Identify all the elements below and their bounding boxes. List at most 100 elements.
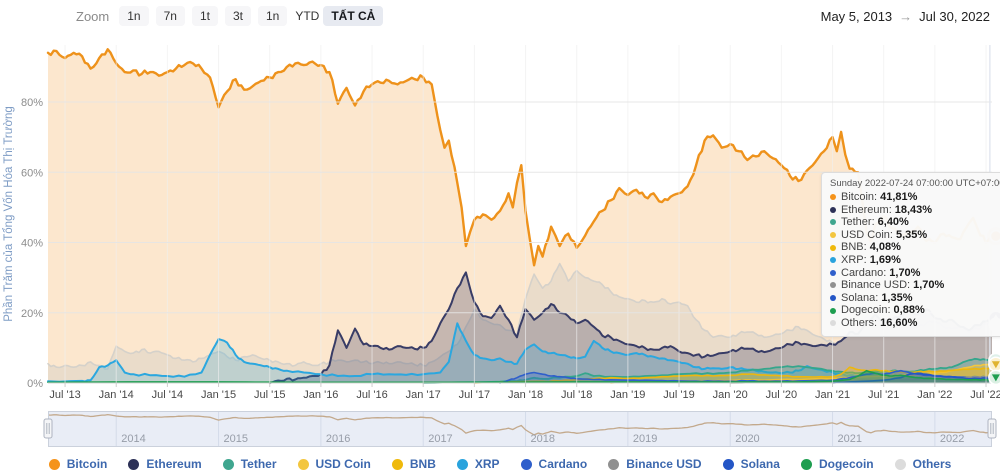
line-bnb <box>473 366 993 384</box>
navigator-year-label: 2022 <box>940 433 964 445</box>
marker-glyph-usd-coin <box>991 361 1000 369</box>
navigator-year-label: 2016 <box>326 433 350 445</box>
axis-layer: 0% 20% 40% 60% 80% Jul '13 Jan '14 Jul '14 Jan '… <box>3 97 1000 401</box>
navigator-year-label: 2014 <box>121 433 145 445</box>
legend-label: BNB <box>409 457 436 471</box>
legend-label: Others <box>912 457 952 471</box>
legend-dot-icon <box>800 458 812 470</box>
tooltip-series-value: 41,81% <box>880 191 918 203</box>
area-bitcoin <box>48 49 992 384</box>
tooltip-series-value: 1,70% <box>889 266 921 279</box>
navigator-year-label: 2018 <box>531 433 555 445</box>
series-dot-icon <box>830 282 836 289</box>
x-axis-label: Jan '15 <box>201 389 236 401</box>
legend-dot-icon <box>128 458 140 470</box>
tooltip-row-bnb: BNB: 4,08% <box>830 241 1000 254</box>
y-axis-label: 20% <box>21 308 43 320</box>
legend-dot-icon <box>297 458 309 470</box>
legend-item-cardano[interactable]: Cardano <box>520 457 588 471</box>
tooltip-row-solana: Solana: 1,35% <box>830 292 1000 305</box>
legend-dot-icon <box>608 458 620 470</box>
zoom-button-7-tất-cả[interactable]: TẤT CẢ <box>323 6 384 26</box>
tooltip-series-value: 6,40% <box>877 216 909 229</box>
x-axis-label: Jan '19 <box>610 389 645 401</box>
tooltip-series-value: 1,69% <box>869 253 901 266</box>
line-bitcoin <box>46 48 994 267</box>
navigator-handle-left-grip[interactable] <box>43 418 53 439</box>
x-axis-label: Jan '20 <box>713 389 748 401</box>
range-end[interactable]: Jul 30, 2022 <box>919 9 990 24</box>
area-solana <box>832 373 992 383</box>
tooltip-row-tether: Tether: 6,40% <box>830 216 1000 229</box>
navigator-handle-right[interactable] <box>987 418 997 439</box>
navigator-series-line <box>47 413 993 436</box>
x-axis-label: Jul '20 <box>766 389 797 401</box>
x-axis-label: Jul '13 <box>49 389 80 401</box>
series-dot-icon <box>830 257 836 264</box>
tooltip-rows: Bitcoin: 41,81% Ethereum: 18,43% Tether: 6,40… <box>830 191 1000 330</box>
legend-item-solana[interactable]: Solana <box>722 457 780 471</box>
legend-dot-icon <box>48 458 60 470</box>
area-dogecoin <box>48 370 992 383</box>
zoom-button-1-1n[interactable]: 1n <box>119 6 149 26</box>
x-axis-label: Jan '18 <box>508 389 543 401</box>
y-axis-label: 40% <box>21 238 43 250</box>
legend-item-others[interactable]: Others <box>894 457 952 471</box>
zoom-button-6-ytd[interactable]: YTD <box>295 9 320 23</box>
x-axis-label: Jul '14 <box>152 389 183 401</box>
series-dot-icon <box>830 295 836 302</box>
navigator-year-label: 2015 <box>224 433 248 445</box>
navigator-year-label: 2017 <box>428 433 452 445</box>
tooltip-series-name: Cardano: <box>841 266 887 279</box>
navigator-year-label: 2021 <box>838 433 862 445</box>
series-dot-icon <box>830 320 836 327</box>
tooltip-row-usd-coin: USD Coin: 5,35% <box>830 229 1000 242</box>
legend-dot-icon <box>222 458 234 470</box>
legend-label: Binance USD <box>626 457 702 471</box>
legend-item-xrp[interactable]: XRP <box>456 457 500 471</box>
toolbar: Zoom 1n 7n 1t 3t 1n YTD TẤT CẢ <box>76 6 390 26</box>
navigator[interactable]: 2014 2015 2016 2017 2018 2019 2020 2021 2022 <box>43 411 997 447</box>
zoom-button-5-1n[interactable]: 1n <box>257 6 288 26</box>
legend-label: Bitcoin <box>66 457 108 471</box>
legend-label: Cardano <box>538 457 588 471</box>
tooltip-series-value: 4,08% <box>869 241 901 254</box>
zoom-button-3-1t[interactable]: 1t <box>191 6 218 26</box>
tooltip-series-value: 1,70% <box>913 279 945 292</box>
zoom-button-2-7n[interactable]: 7n <box>155 6 185 26</box>
tooltip-series-name: XRP: <box>841 253 867 266</box>
tooltip-timestamp: Sunday 2022-07-24 07:00:00 UTC+07:00 <box>830 178 1000 189</box>
navigator-handle-right-grip[interactable] <box>987 418 997 439</box>
legend-item-binance-usd[interactable]: Binance USD <box>608 457 702 471</box>
x-axis-label: Jul '22 <box>970 389 1000 401</box>
x-axis-label: Jan '16 <box>303 389 338 401</box>
y-axis-label: 60% <box>21 167 43 179</box>
legend-label: XRP <box>474 457 500 471</box>
legend-item-bitcoin[interactable]: Bitcoin <box>48 457 108 471</box>
series-dot-icon <box>830 219 836 226</box>
tooltip-row-cardano: Cardano: 1,70% <box>830 267 1000 280</box>
zoom-label: Zoom <box>76 8 110 24</box>
legend-item-dogecoin[interactable]: Dogecoin <box>800 457 874 471</box>
x-axis-label: Jan '17 <box>406 389 441 401</box>
tooltip-series-name: Solana: <box>841 291 879 304</box>
zoom-button-4-3t[interactable]: 3t <box>224 6 251 26</box>
tooltip-row-ethereum: Ethereum: 18,43% <box>830 204 1000 217</box>
legend-item-usd-coin[interactable]: USD Coin <box>297 457 371 471</box>
y-axis-title: Phần Trăm của Tổng Vốn Hóa Thị Trường <box>3 106 15 322</box>
line-dogecoin <box>47 369 993 384</box>
legend-item-tether[interactable]: Tether <box>222 457 277 471</box>
range-start[interactable]: May 5, 2013 <box>820 9 893 24</box>
tooltip-series-name: Dogecoin: <box>841 304 891 317</box>
navigator-handle-left[interactable] <box>43 418 53 439</box>
area-xrp <box>48 323 992 383</box>
tooltip-series-name: Binance USD: <box>841 279 911 292</box>
legend-item-ethereum[interactable]: Ethereum <box>128 457 202 471</box>
x-axis-label: Jan '21 <box>815 389 850 401</box>
legend-label: Solana <box>740 457 780 471</box>
line-xrp <box>47 322 993 383</box>
x-axis-label: Jan '22 <box>917 389 952 401</box>
chart-tooltip: Sunday 2022-07-24 07:00:00 UTC+07:00 Bit… <box>821 172 1000 337</box>
legend-item-bnb[interactable]: BNB <box>391 457 436 471</box>
